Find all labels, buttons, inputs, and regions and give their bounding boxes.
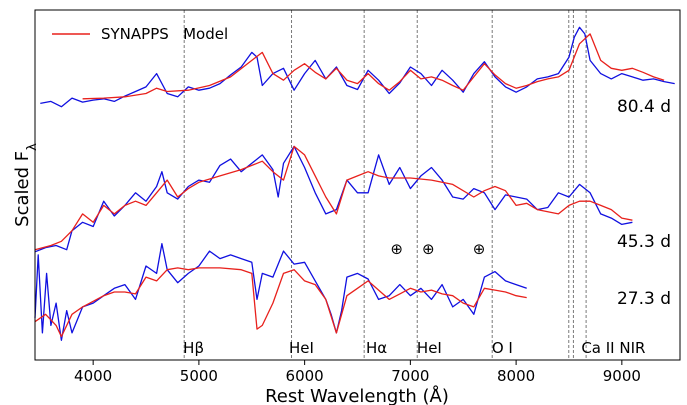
line-label-7: Ca II NIR — [581, 339, 645, 357]
model-spectrum-2 — [34, 267, 527, 338]
line-label-2: Hα — [366, 339, 387, 357]
y-axis-title: Scaled Fλ — [12, 143, 40, 227]
series-group — [34, 26, 675, 341]
y-axis-title-main: Scaled F — [12, 151, 33, 227]
telluric-marker-0: ⊕ — [390, 240, 403, 258]
model-spectrum-1 — [34, 145, 633, 251]
x-tick-label-2: 6000 — [286, 367, 324, 385]
x-tick-label-3: 7000 — [391, 367, 429, 385]
line-label-4: O I — [492, 339, 513, 357]
observed-spectrum-1 — [34, 145, 633, 253]
x-tick-label-0: 4000 — [74, 367, 112, 385]
epoch-label-group: 80.4 d 45.3 d 27.3 d — [617, 97, 671, 309]
line-label-0: Hβ — [183, 339, 204, 357]
line-label-3: HeI — [417, 339, 442, 357]
telluric-marker-2: ⊕ — [473, 240, 486, 258]
observed-spectrum-2 — [34, 243, 527, 341]
x-tick-label-1: 5000 — [180, 367, 218, 385]
telluric-marker-1: ⊕ — [422, 240, 435, 258]
epoch-label-2: 27.3 d — [617, 289, 671, 309]
observed-spectrum-0 — [40, 26, 675, 108]
legend: SYNAPPS Model — [52, 25, 228, 43]
legend-label-model: SYNAPPS Model — [101, 25, 228, 43]
x-axis-title: Rest Wavelength (Å) — [265, 385, 449, 405]
epoch-label-1: 45.3 d — [617, 232, 671, 252]
line-marker-group — [183, 10, 587, 360]
line-label-group: Hβ HeI Hα HeI O I Ca II NIR — [183, 339, 645, 357]
telluric-marker-group: ⊕ ⊕ ⊕ — [390, 240, 485, 258]
line-label-1: HeI — [289, 339, 314, 357]
model-spectrum-0 — [82, 33, 665, 100]
epoch-label-0: 80.4 d — [617, 97, 671, 117]
plot-frame — [34, 9, 681, 361]
y-axis-title-subscript: λ — [25, 143, 40, 151]
x-tick-label-4: 8000 — [497, 367, 535, 385]
x-axis: 4000 5000 6000 7000 8000 9000 — [74, 360, 641, 385]
x-tick-label-5: 9000 — [603, 367, 641, 385]
